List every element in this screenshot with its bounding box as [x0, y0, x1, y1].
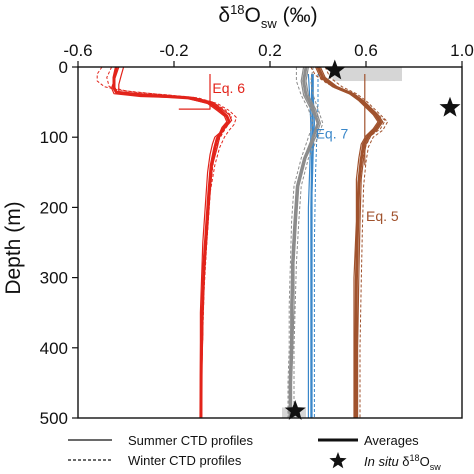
- legend-label-averages: Averages: [364, 433, 419, 448]
- series-eq5-18: [324, 66, 389, 418]
- insitu-star-marker-2: [284, 400, 306, 420]
- annotations-layer: Eq. 6 Eq. 7 Eq. 5: [212, 80, 399, 224]
- insitu-star-marker-1: [439, 96, 461, 117]
- series-eq6-2: [96, 66, 237, 418]
- series-layer: [96, 66, 389, 419]
- x-axis-ticks: -0.6 -0.2 0.2 0.6 1.0: [63, 41, 474, 67]
- x-tick-label: 1.0: [450, 41, 474, 60]
- series-grey-13: [293, 66, 324, 418]
- legend-label-insitu: In situ δ18Osw: [364, 453, 441, 472]
- series-grey-avg-14: [288, 66, 320, 418]
- series-eq6-ref-5: [178, 74, 211, 110]
- x-tick-label: 0.6: [354, 41, 378, 60]
- series-eq6-1: [118, 66, 233, 418]
- annotation-label-2: Eq. 5: [366, 208, 399, 224]
- y-tick-label: 0: [59, 58, 68, 77]
- x-tick-label: -0.2: [159, 41, 188, 60]
- series-eq5-15: [315, 66, 379, 418]
- plot-frame: [77, 66, 463, 419]
- series-eq5-17: [310, 66, 386, 418]
- annotation-label-1: Eq. 7: [316, 126, 349, 142]
- series-eq5-16: [319, 66, 384, 418]
- legend-label-winter: Winter CTD profiles: [128, 453, 242, 468]
- y-axis-title: Depth (m): [2, 201, 25, 294]
- y-tick-label: 200: [40, 198, 68, 217]
- y-tick-label: 500: [40, 409, 68, 428]
- series-eq6-avg-4: [112, 66, 231, 419]
- y-tick-label: 100: [40, 128, 68, 147]
- x-tick-label: -0.6: [63, 41, 92, 60]
- series-eq6-3: [106, 66, 233, 418]
- series-eq6-0: [111, 66, 228, 418]
- x-axis-title: δ18Osw (‰): [218, 2, 317, 31]
- legend: Summer CTD profiles Winter CTD profiles …: [68, 433, 441, 472]
- y-axis-ticks: 0 100 200 300 400 500: [40, 58, 78, 428]
- insitu-star-marker-0: [324, 59, 346, 80]
- series-grey-12: [287, 67, 314, 418]
- uncertainty-band-0: [332, 67, 402, 82]
- legend-label-summer: Summer CTD profiles: [128, 433, 253, 448]
- annotation-label-0: Eq. 6: [212, 80, 245, 96]
- x-tick-label: 0.2: [258, 41, 282, 60]
- y-tick-label: 300: [40, 269, 68, 288]
- legend-star-icon: [329, 452, 347, 469]
- series-eq5-avg-19: [316, 66, 382, 418]
- y-tick-label: 400: [40, 339, 68, 358]
- markers-layer: [284, 59, 461, 420]
